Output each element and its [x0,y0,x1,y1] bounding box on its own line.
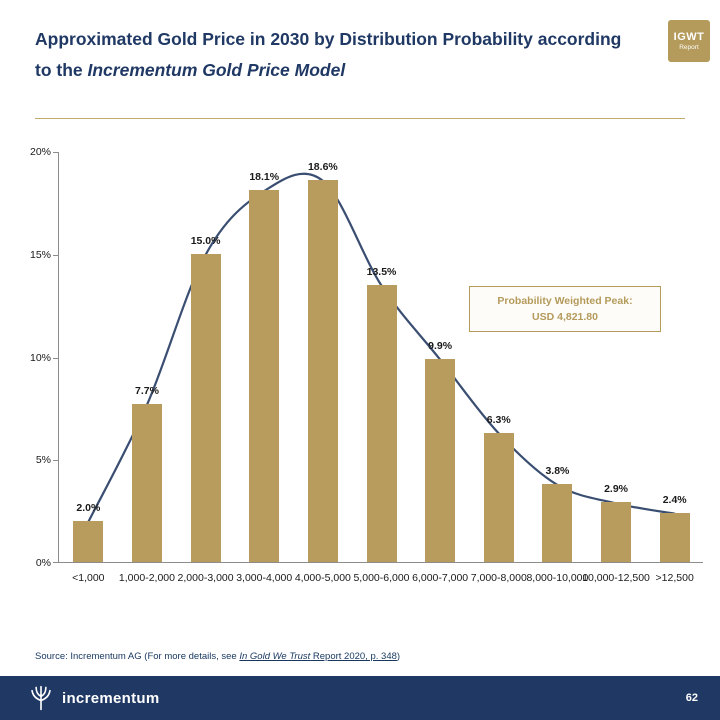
badge-subtitle: Report [679,44,699,51]
bar-value-label: 15.0% [190,234,221,247]
y-axis-label: 10% [29,351,51,364]
title-divider [35,118,685,119]
x-axis-label: 7,000-8,000 [470,572,527,584]
page-number: 62 [685,692,698,704]
x-axis-label: 6,000-7,000 [412,572,469,584]
source-prefix: Source: Incrementum AG (For more details… [35,651,240,662]
y-axis-label: 20% [29,146,51,158]
bar-value-label: 2.9% [604,483,628,496]
x-axis-label: <1,000 [72,572,105,584]
title-line-2-prefix: to the [35,60,88,80]
chart-bar [366,284,397,562]
x-axis-label: 4,000-5,000 [294,572,351,584]
bar-value-label: 18.1% [249,171,280,184]
x-axis-label: >12,500 [655,572,694,584]
bar-value-label: 9.9% [428,339,453,352]
bar-value-label: 13.5% [366,265,397,278]
bar-value-label: 3.8% [545,464,570,477]
source-report-link[interactable]: In Gold We Trust Report 2020, p. 348 [239,651,397,662]
badge-title: IGWT [673,31,705,43]
probability-weighted-peak-annotation: Probability Weighted Peak: USD 4,821.80 [469,286,661,332]
title-line-2: to the Incrementum Gold Price Model [35,55,635,86]
plot-area: Probability Weighted Peak: USD 4,821.80 … [30,146,703,584]
incrementum-tree-icon [31,685,51,711]
bar-value-label: 2.4% [662,493,687,506]
y-axis-tick [53,357,58,359]
y-axis-tick [53,152,58,153]
igwt-report-badge: IGWT Report [668,20,710,62]
x-axis-label: 1,000-2,000 [118,572,175,584]
source-link-italic: In Gold We Trust [239,651,311,662]
source-suffix: ) [396,651,401,662]
x-axis-label: 5,000-6,000 [353,572,410,584]
source-note: Source: Incrementum AG (For more details… [35,651,400,662]
x-axis-label: 2,000-3,000 [177,572,234,584]
chart-bar [425,358,456,562]
chart-bar [542,483,573,562]
y-axis-tick [53,562,58,563]
y-axis-tick [53,254,58,256]
chart-bar [131,403,162,562]
chart-bar [601,502,632,562]
annotation-line-2: USD 4,821.80 [532,311,598,323]
title-line-1: Approximated Gold Price in 2030 by Distr… [35,29,622,49]
page-title: Approximated Gold Price in 2030 by Distr… [35,24,635,86]
chart-bar [483,432,514,562]
x-axis-label: 8,000-10,000 [526,572,589,584]
bar-value-label: 18.6% [307,160,338,173]
bar-value-label: 2.0% [76,501,101,514]
bar-value-label: 6.3% [486,413,511,426]
brand-name: incrementum [62,689,160,707]
annotation-line-1: Probability Weighted Peak: [497,295,633,307]
chart-bar [659,512,690,562]
y-axis-label: 0% [35,557,51,569]
x-axis-label: 3,000-4,000 [236,572,293,584]
chart-bar [307,179,338,562]
footer-bar: incrementum 62 [0,676,720,720]
x-axis-label: 10,000-12,500 [582,572,650,584]
bar-value-label: 7.7% [134,384,159,397]
source-link-rest: Report 2020, p. 348 [310,651,397,662]
title-line-2-model-name: Incrementum Gold Price Model [87,60,346,80]
chart-bar [190,253,221,562]
y-axis-label: 5% [35,454,51,467]
y-axis-tick [53,460,58,462]
chart-bar [249,190,280,562]
chart-bar [73,520,104,562]
y-axis-label: 15% [29,248,51,261]
